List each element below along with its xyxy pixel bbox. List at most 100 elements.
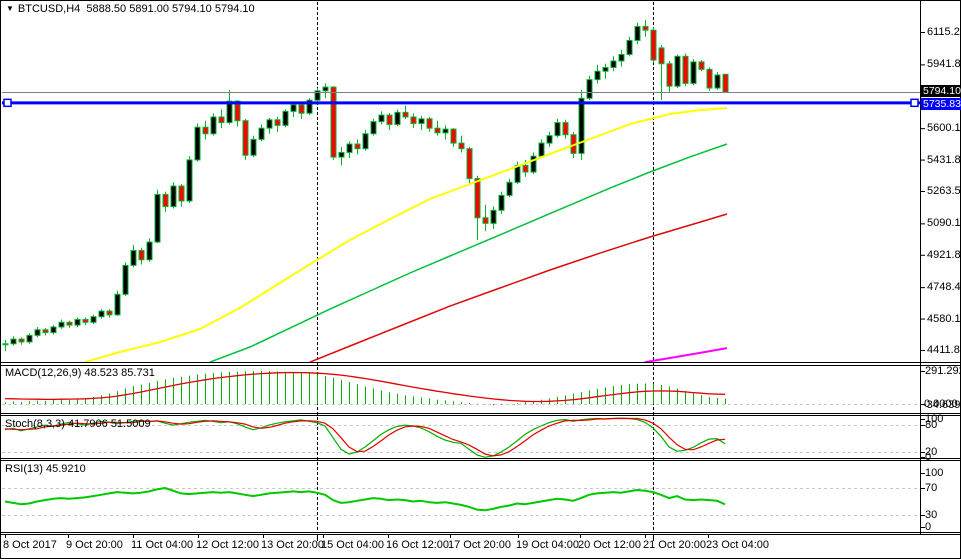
stoch-axis-label: 100	[925, 413, 944, 425]
candle-body	[314, 90, 321, 101]
candle-body	[594, 70, 601, 81]
candle-body	[218, 116, 225, 124]
candle-body	[298, 104, 305, 114]
stoch-axis-label: 80	[925, 419, 938, 431]
price-axis-label: 5431.80	[927, 153, 961, 166]
stoch-axis-label: 0	[925, 451, 932, 463]
candle-body	[322, 86, 329, 92]
candles-group	[2, 19, 729, 352]
candle-body	[194, 126, 201, 161]
rsi-axis-label: 0	[925, 521, 932, 533]
candle-body	[474, 178, 481, 219]
rsi-indicator-label: RSI(13) 45.9210	[5, 463, 86, 475]
candle-body	[82, 319, 89, 323]
ma-red-line	[309, 213, 728, 363]
candle-body	[98, 310, 105, 318]
time-axis-label: 21 Oct 20:00	[643, 539, 706, 551]
candle-body	[650, 29, 657, 61]
time-axis-label: 12 Oct 12:00	[196, 539, 259, 551]
candle-body	[242, 120, 249, 156]
candle-body	[18, 338, 25, 343]
candle-body	[162, 193, 169, 208]
candle-body	[266, 119, 273, 129]
stoch-d-line	[4, 417, 726, 457]
candle-body	[554, 122, 561, 137]
time-axis-label: 13 Oct 20:00	[261, 539, 324, 551]
candle-body	[306, 99, 313, 114]
candle-body	[154, 193, 161, 243]
macd-axis-label: 291.292	[925, 365, 961, 377]
candle-body	[498, 194, 505, 211]
candle-body	[274, 119, 281, 126]
price-axis-label: 5941.80	[927, 58, 961, 71]
price-axis-label: 5263.50	[927, 184, 961, 197]
candle-body	[666, 63, 673, 87]
candle-body	[290, 104, 297, 112]
candle-body	[330, 86, 337, 158]
candle-body	[706, 68, 713, 89]
candle-body	[138, 249, 145, 261]
candle-body	[10, 338, 17, 345]
candle-body	[546, 135, 553, 144]
candle-body	[258, 127, 265, 140]
candle-body	[130, 249, 137, 266]
candle-body	[698, 61, 705, 70]
macd-axis-label-min: -34.6395	[923, 399, 961, 411]
candle-body	[42, 329, 49, 334]
time-axis-label: 20 Oct 12:00	[578, 539, 641, 551]
candle-body	[410, 116, 417, 125]
rsi-axis-label: 70	[925, 482, 938, 494]
rsi-axis-label: 100	[925, 467, 944, 479]
candle-body	[210, 116, 217, 135]
symbol-dropdown-icon[interactable]: ▼	[6, 4, 14, 13]
macd-indicator-label: MACD(12,26,9) 48.523 85.731	[5, 367, 155, 379]
macd-axis-label-zero: 0.0000	[924, 398, 958, 410]
candle-body	[642, 25, 649, 31]
candle-body	[618, 53, 625, 62]
candle-body	[466, 148, 473, 180]
candle-body	[26, 334, 33, 343]
macd-signal-line	[4, 371, 726, 403]
hline-price-tag[interactable]: 5735.83	[921, 98, 961, 110]
candle-body	[506, 181, 513, 196]
candle-body	[250, 138, 257, 156]
price-axis-label: 4921.80	[927, 248, 961, 261]
candle-body	[690, 61, 697, 84]
time-axis-label: 16 Oct 12:00	[386, 539, 449, 551]
candle-body	[146, 241, 153, 261]
candle-body	[338, 151, 345, 158]
chart-title-ohlc: 5888.50 5891.00 5794.10 5794.10	[86, 3, 255, 15]
candle-body	[170, 185, 177, 208]
candle-body	[226, 100, 233, 124]
chart-title-symbol: BTCUSD,H4	[17, 3, 81, 15]
time-axis-label: 17 Oct 20:00	[448, 539, 511, 551]
candle-body	[418, 118, 425, 125]
candle-body	[90, 316, 97, 323]
candle-body	[106, 310, 113, 316]
time-axis-label: 23 Oct 04:00	[706, 539, 769, 551]
candle-body	[426, 118, 433, 129]
macd-histogram-group	[5, 371, 726, 406]
candle-body	[562, 122, 569, 136]
candle-body	[602, 67, 609, 72]
ma-yellow-line	[84, 107, 728, 364]
candle-body	[450, 128, 457, 144]
candle-body	[378, 114, 385, 123]
candle-body	[2, 343, 9, 346]
price-axis-label: 4748.40	[927, 281, 961, 294]
price-axis-label: 6115.20	[927, 26, 961, 38]
candle-body	[722, 73, 729, 93]
hline-handle	[910, 98, 919, 108]
candle-body	[282, 110, 289, 126]
candle-body	[434, 127, 441, 134]
time-axis-label: 15 Oct 04:00	[321, 539, 384, 551]
candle-body	[682, 55, 689, 84]
candle-body	[482, 217, 489, 224]
candle-body	[202, 126, 209, 135]
rsi-line	[4, 487, 726, 512]
candle-body	[522, 165, 529, 173]
time-axis-label: 11 Oct 04:00	[131, 539, 194, 551]
candle-body	[370, 121, 377, 135]
